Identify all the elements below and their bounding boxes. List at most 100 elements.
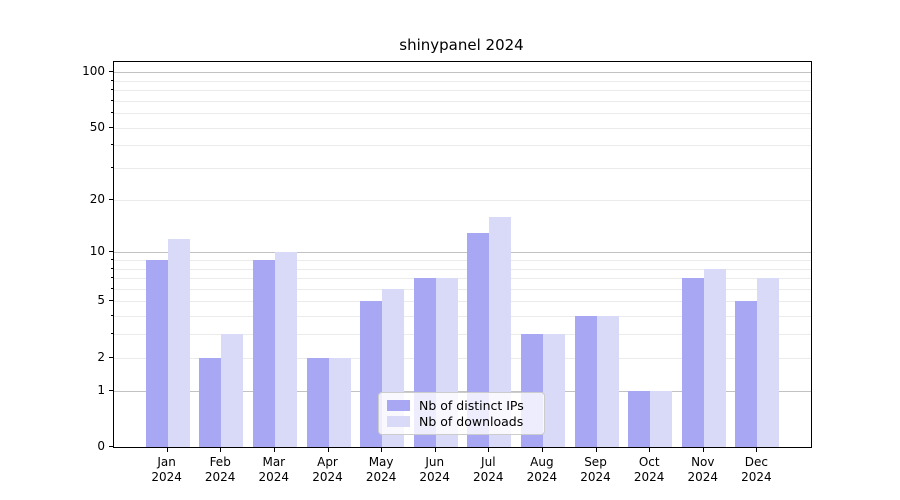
y-minor-tick-mark bbox=[111, 287, 113, 289]
gridline-minor bbox=[114, 145, 811, 147]
gridline-minor bbox=[114, 168, 811, 169]
gridline-minor bbox=[114, 113, 811, 114]
bar-apr-distinct-ips bbox=[306, 357, 329, 447]
bar-nov-distinct-ips bbox=[681, 278, 704, 447]
x-tick-label-jul: Jul 2024 bbox=[473, 455, 504, 484]
bar-dec-distinct-ips bbox=[735, 301, 758, 447]
y-tick-label-5: 5 bbox=[97, 293, 105, 308]
x-tick-mark bbox=[166, 447, 168, 452]
gridline-minor bbox=[114, 268, 811, 270]
bar-feb-distinct-ips bbox=[199, 357, 222, 447]
x-tick-mark bbox=[273, 447, 275, 452]
y-tick-label-1: 1 bbox=[97, 382, 105, 397]
gridline-minor bbox=[114, 80, 811, 82]
x-tick-label-dec: Dec 2024 bbox=[741, 455, 772, 484]
x-tick-mark bbox=[434, 447, 436, 452]
legend-label-downloads: Nb of downloads bbox=[419, 414, 524, 429]
x-tick-label-jun: Jun 2024 bbox=[419, 455, 450, 484]
y-tick-label-100: 100 bbox=[82, 64, 105, 78]
y-tick-mark bbox=[109, 71, 113, 72]
gridline-minor bbox=[114, 199, 811, 201]
y-minor-tick-mark bbox=[111, 277, 113, 278]
gridline-major bbox=[114, 390, 811, 392]
bar-feb-downloads bbox=[221, 334, 244, 447]
x-tick-mark bbox=[649, 447, 651, 452]
legend: Nb of distinct IPs Nb of downloads bbox=[378, 392, 545, 435]
gridline-minor bbox=[114, 100, 811, 102]
x-tick-label-nov: Nov 2024 bbox=[687, 455, 719, 484]
gridline-minor bbox=[114, 89, 811, 91]
x-tick-label-may: May 2024 bbox=[365, 455, 397, 484]
x-tick-mark bbox=[220, 447, 222, 452]
bar-may-distinct-ips bbox=[360, 301, 383, 447]
y-minor-tick-mark bbox=[111, 79, 113, 81]
y-minor-tick-mark bbox=[111, 333, 113, 335]
bar-jan-downloads bbox=[167, 238, 190, 447]
plot-area: Nb of distinct IPs Nb of downloads bbox=[113, 61, 812, 448]
y-minor-tick-mark bbox=[111, 99, 113, 101]
x-tick-mark bbox=[381, 447, 383, 452]
bar-apr-downloads bbox=[328, 357, 351, 447]
x-tick-label-mar: Mar 2024 bbox=[258, 455, 290, 484]
bar-nov-downloads bbox=[703, 268, 726, 447]
legend-swatch-downloads bbox=[387, 416, 410, 427]
gridline-minor bbox=[114, 301, 811, 303]
bar-dec-downloads bbox=[757, 278, 780, 447]
y-minor-tick-mark bbox=[111, 267, 113, 269]
bar-jul-downloads bbox=[489, 216, 512, 447]
y-minor-tick-mark bbox=[111, 300, 113, 302]
x-tick-mark bbox=[488, 447, 490, 452]
y-tick-label-50: 50 bbox=[89, 119, 105, 134]
gridline-minor bbox=[114, 316, 811, 318]
gridline-minor bbox=[114, 288, 811, 290]
legend-swatch-distinct-ips bbox=[387, 400, 410, 411]
legend-item-downloads: Nb of downloads bbox=[387, 414, 535, 429]
x-tick-label-apr: Apr 2024 bbox=[312, 455, 343, 484]
gridline-minor bbox=[114, 334, 811, 336]
x-tick-mark bbox=[595, 447, 597, 452]
y-minor-tick-mark bbox=[111, 126, 113, 128]
y-minor-tick-mark bbox=[111, 144, 113, 146]
gridline-minor bbox=[114, 357, 811, 359]
bar-oct-downloads bbox=[650, 390, 673, 447]
gridline-major bbox=[114, 252, 811, 254]
x-tick-label-sep: Sep 2024 bbox=[580, 455, 611, 484]
bar-mar-distinct-ips bbox=[252, 259, 275, 447]
x-tick-mark bbox=[541, 447, 543, 452]
y-minor-tick-mark bbox=[111, 258, 113, 260]
y-minor-tick-mark bbox=[111, 167, 113, 168]
bar-aug-downloads bbox=[542, 334, 565, 447]
y-tick-label-0: 0 bbox=[97, 439, 105, 453]
y-minor-tick-mark bbox=[111, 356, 113, 358]
gridline-major bbox=[114, 72, 811, 73]
gridline-minor bbox=[114, 259, 811, 261]
y-minor-tick-mark bbox=[111, 315, 113, 317]
gridline-minor bbox=[114, 127, 811, 129]
bar-sep-distinct-ips bbox=[574, 316, 597, 447]
y-tick-mark bbox=[109, 251, 113, 253]
x-tick-label-aug: Aug 2024 bbox=[526, 455, 558, 484]
bar-jan-distinct-ips bbox=[145, 259, 168, 447]
x-tick-label-feb: Feb 2024 bbox=[204, 455, 236, 484]
y-tick-label-2: 2 bbox=[97, 349, 105, 364]
legend-label-distinct-ips: Nb of distinct IPs bbox=[419, 398, 524, 413]
x-tick-label-jan: Jan 2024 bbox=[151, 455, 182, 484]
x-tick-mark bbox=[702, 447, 704, 452]
legend-item-distinct-ips: Nb of distinct IPs bbox=[387, 398, 535, 413]
chart-title: shinypanel 2024 bbox=[399, 36, 524, 54]
bar-sep-downloads bbox=[596, 316, 619, 447]
y-tick-label-20: 20 bbox=[89, 191, 105, 206]
y-minor-tick-mark bbox=[111, 198, 113, 200]
gridline-minor bbox=[114, 278, 811, 279]
y-minor-tick-mark bbox=[111, 88, 113, 90]
x-tick-mark bbox=[756, 447, 758, 452]
x-tick-mark bbox=[327, 447, 329, 452]
bar-oct-distinct-ips bbox=[628, 390, 651, 447]
x-tick-label-oct: Oct 2024 bbox=[633, 455, 665, 484]
y-minor-tick-mark bbox=[111, 112, 113, 113]
y-tick-mark bbox=[109, 389, 113, 391]
y-tick-mark bbox=[109, 446, 113, 447]
bar-mar-downloads bbox=[274, 252, 297, 447]
y-tick-label-10: 10 bbox=[89, 244, 105, 259]
